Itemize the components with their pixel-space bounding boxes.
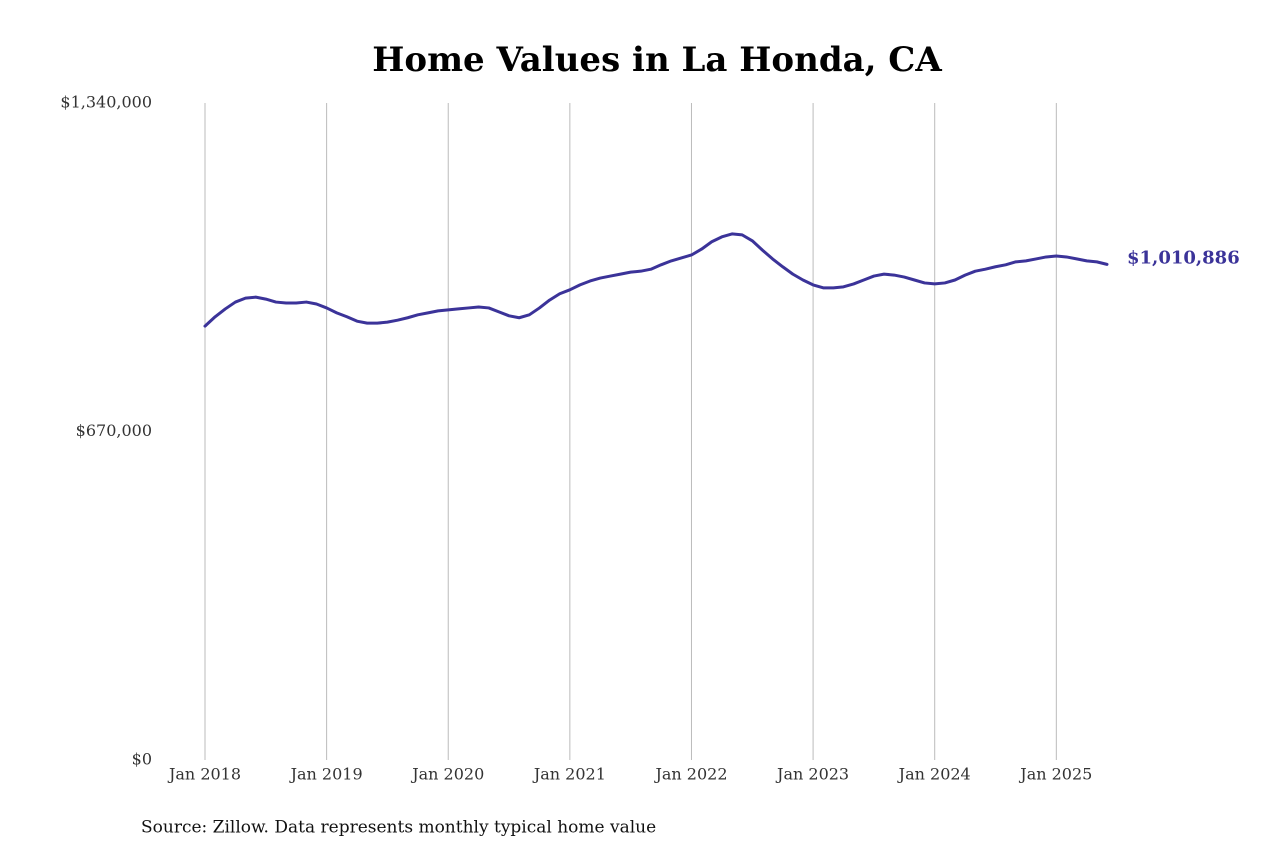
chart-title: Home Values in La Honda, CA [372,40,942,80]
x-tick-label: Jan 2025 [1018,765,1092,784]
y-tick-label: $0 [132,750,152,769]
x-tick-label: Jan 2019 [289,765,363,784]
x-tick-label: Jan 2018 [167,765,241,784]
line [203,232,1109,328]
source-note: Source: Zillow. Data represents monthly … [141,818,656,838]
x-tick-label: Jan 2023 [775,765,849,784]
x-tick-label: Jan 2020 [410,765,484,784]
y-tick-label: $1,340,000 [60,93,152,112]
x-tick-label: Jan 2021 [532,765,606,784]
value-label: $1,010,886 [1127,247,1240,268]
x-tick-label: Jan 2022 [653,765,727,784]
y-tick-label: $670,000 [76,421,152,440]
x-tick-label: Jan 2024 [897,765,971,784]
